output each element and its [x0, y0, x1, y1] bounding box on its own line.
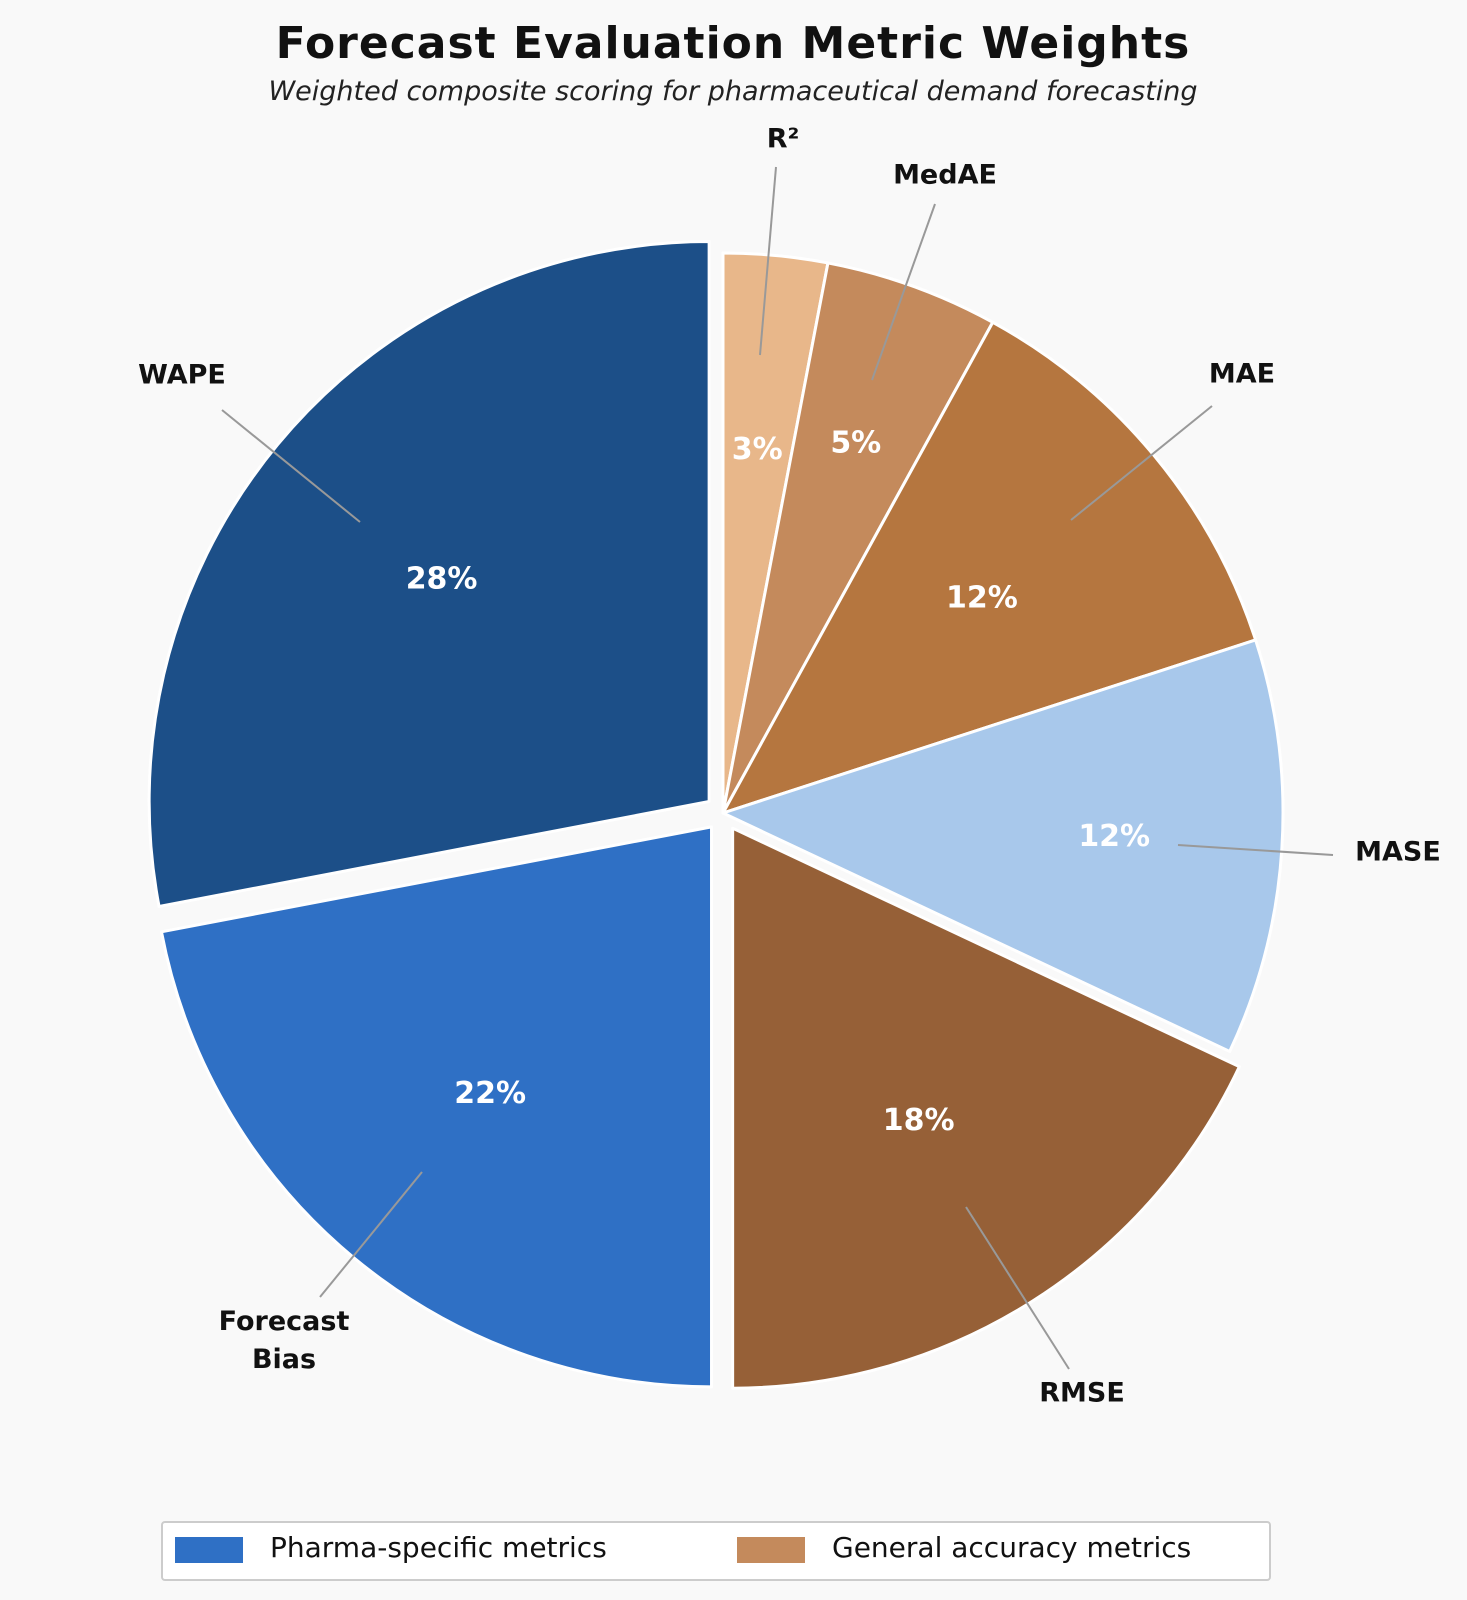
- leader-lines: [221, 166, 1334, 1370]
- pie-slice-mase: [721, 638, 1285, 1053]
- chart-title: Forecast Evaluation Metric Weights: [276, 18, 1191, 69]
- leader-line-wape: [221, 409, 361, 523]
- leader-line-forecast-bias: [319, 1171, 423, 1298]
- legend: Pharma-specific metrics General accuracy…: [161, 1521, 1271, 1581]
- pie-slice-rmse: [731, 826, 1241, 1390]
- legend-swatch-general: [737, 1537, 805, 1563]
- leader-line-mae: [1070, 405, 1213, 521]
- legend-swatch-pharma: [175, 1537, 243, 1563]
- legend-box: [161, 1521, 1271, 1581]
- pct-label-medae: 5%: [830, 426, 881, 461]
- pie-slice-mae: [721, 320, 1258, 815]
- legend-label-general: General accuracy metrics: [832, 1531, 1191, 1564]
- pct-label-wape: 28%: [406, 562, 478, 597]
- chart-subtitle: Weighted composite scoring for pharmaceu…: [268, 76, 1197, 107]
- pct-label-forecast-bias: 22%: [454, 1076, 526, 1111]
- slice-label-medae: MedAE: [893, 160, 997, 191]
- pie-slice-forecast-bias: [159, 825, 714, 1389]
- slice-label-wape: WAPE: [138, 360, 226, 391]
- leader-line-medae: [871, 203, 936, 381]
- leader-line-mase: [1177, 844, 1334, 856]
- percent-labels: 3% 5% 12% 12% 18% 22% 28%: [406, 426, 1150, 1138]
- legend-label-pharma: Pharma-specific metrics: [270, 1531, 607, 1564]
- pie-slice-medae: [721, 261, 995, 815]
- slice-labels: R² MedAE MAE MASE RMSE Forecast Bias WAPE: [138, 124, 1441, 1409]
- pie-slices: [147, 240, 1285, 1390]
- slice-label-r2: R²: [767, 124, 800, 155]
- pie-slice-wape: [147, 240, 711, 908]
- pct-label-mae: 12%: [946, 580, 1018, 615]
- leader-line-r2: [759, 166, 777, 356]
- slice-label-mase: MASE: [1355, 837, 1441, 868]
- pct-label-r2: 3%: [732, 432, 783, 467]
- pct-label-rmse: 18%: [883, 1103, 955, 1138]
- slice-label-mae: MAE: [1209, 359, 1275, 390]
- leader-line-rmse: [965, 1206, 1070, 1370]
- slice-label-forecast-bias: Forecast Bias: [219, 1306, 350, 1375]
- pct-label-mase: 12%: [1078, 819, 1150, 854]
- slice-label-rmse: RMSE: [1039, 1378, 1125, 1409]
